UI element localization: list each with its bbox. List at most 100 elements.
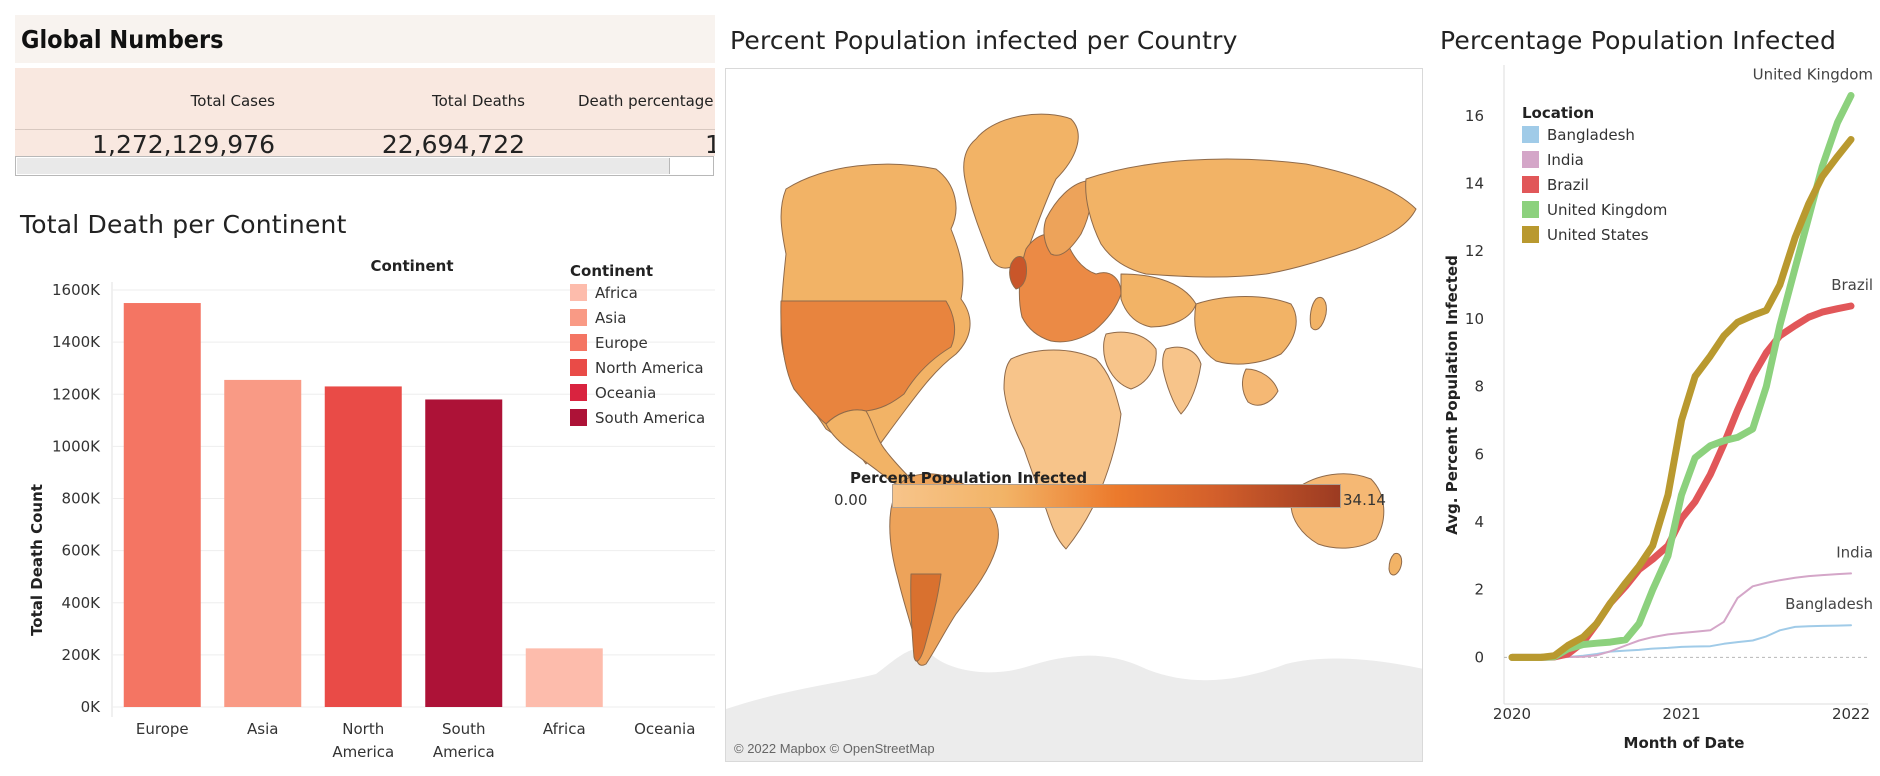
line-y-tick-label: 6 (1474, 445, 1484, 463)
bar-europe[interactable] (123, 303, 201, 707)
series-line-united-states[interactable] (1508, 136, 1855, 661)
legend-swatch (570, 284, 587, 301)
legend-label: United States (1547, 225, 1649, 244)
bar-y-tick-label: 600K (62, 542, 102, 560)
total-deaths-value: 22,694,722 (381, 130, 525, 156)
bar-y-tick-label: 1200K (52, 385, 101, 403)
continent-legend-item[interactable]: Europe (570, 330, 705, 355)
line-y-ticks: 0 2 4 6 8 10 12 14 16 (1465, 107, 1484, 667)
map-title: Percent Population infected per Country (730, 26, 1238, 55)
location-legend-item[interactable]: United Kingdom (1522, 197, 1667, 222)
africa-shape (1003, 349, 1122, 550)
line-chart-xlabel: Month of Date (1624, 734, 1745, 752)
series-line-united-kingdom[interactable] (1508, 92, 1855, 661)
continent-legend: Continent Africa Asia Europe North America O… (570, 262, 705, 430)
continent-legend-item[interactable]: Oceania (570, 380, 705, 405)
new-zealand-shape (1388, 552, 1403, 576)
bar-y-tick-label: 800K (62, 490, 102, 508)
bar-x-tick-label: North (342, 720, 384, 738)
bar-x-ticks: Europe Asia North America South America Africa… (136, 720, 696, 761)
legend-label: Africa (595, 283, 638, 302)
line-x-tick-label: 2021 (1662, 705, 1700, 723)
legend-label: Brazil (1547, 175, 1589, 194)
continent-legend-item[interactable]: South America (570, 405, 705, 430)
global-numbers-title: Global Numbers (21, 25, 224, 54)
series-end-label: United Kingdom (1753, 65, 1873, 83)
line-y-tick-label: 4 (1474, 513, 1484, 531)
legend-swatch (1522, 176, 1539, 193)
series-end-label: Bangladesh (1785, 595, 1873, 613)
line-x-ticks: 2020 2021 2022 (1493, 705, 1870, 723)
total-cases-value: 1,272,129,976 (92, 130, 275, 156)
bar-x-tick-label: America (433, 743, 495, 761)
bar-north-america[interactable] (324, 386, 402, 707)
line-end-labels: Bangladesh India Brazil United Kingdom (1753, 65, 1873, 613)
header-divider (15, 129, 715, 130)
legend-swatch (570, 359, 587, 376)
map-legend-max: 34.14 (1343, 491, 1386, 509)
location-legend-title: Location (1522, 104, 1595, 122)
japan-shape (1309, 296, 1327, 331)
line-chart: Avg. Percent Population Infected Month o… (1443, 65, 1873, 752)
bar-chart: Continent Total Death Count 0K 200K 400K 60… (28, 257, 715, 761)
bar-chart-ylabel: Total Death Count (28, 484, 46, 636)
map-legend-title: Percent Population Infected (850, 469, 1088, 487)
legend-label: South America (595, 408, 706, 427)
map-legend-min: 0.00 (834, 491, 868, 509)
line-chart-ylabel: Avg. Percent Population Infected (1443, 255, 1461, 535)
line-y-tick-label: 14 (1465, 174, 1484, 192)
bar-africa[interactable] (525, 648, 603, 707)
continent-legend-item[interactable]: Asia (570, 305, 705, 330)
series-line-india[interactable] (1511, 572, 1852, 659)
bar-y-tick-label: 1600K (52, 281, 101, 299)
line-y-tick-label: 16 (1465, 107, 1484, 125)
global-numbers-values: 1,272,129,976 22,694,722 1 (15, 130, 715, 156)
bar-x-tick-label: South (442, 720, 486, 738)
horizontal-scrollbar[interactable] (15, 156, 714, 176)
bar-y-tick-label: 1000K (52, 437, 101, 455)
location-legend-item[interactable]: India (1522, 147, 1667, 172)
bar-x-tick-label: America (332, 743, 394, 761)
series-end-label: Brazil (1831, 276, 1873, 294)
usa-shape (780, 300, 956, 425)
continent-legend-item[interactable]: Africa (570, 280, 705, 305)
line-series-group (1508, 92, 1855, 661)
line-x-tick-label: 2022 (1832, 705, 1870, 723)
southeast-asia-shape (1242, 368, 1279, 406)
china-shape (1194, 296, 1297, 365)
legend-label: North America (595, 358, 704, 377)
argentina-shape (910, 573, 942, 662)
scandinavia-shape (1043, 180, 1092, 256)
legend-swatch (570, 309, 587, 326)
bar-chart-title: Total Death per Continent (20, 210, 347, 239)
legend-label: United Kingdom (1547, 200, 1668, 219)
bar-y-tick-label: 400K (62, 594, 102, 612)
line-y-tick-label: 2 (1474, 581, 1484, 599)
death-percentage-value: 1 (705, 130, 715, 156)
continent-legend-title: Continent (570, 262, 654, 280)
scrollbar-thumb[interactable] (17, 158, 670, 174)
location-legend: Location Bangladesh India Brazil United Kin… (1522, 104, 1667, 247)
series-end-label: India (1836, 543, 1873, 561)
legend-swatch (1522, 126, 1539, 143)
world-map[interactable]: Percent Population Infected 0.00 34.14 ©… (725, 68, 1423, 762)
bar-marks (123, 303, 603, 707)
antarctica-shape (726, 648, 1422, 761)
legend-label: Bangladesh (1547, 125, 1635, 144)
continent-legend-item[interactable]: North America (570, 355, 705, 380)
bar-x-tick-label: Asia (247, 720, 278, 738)
bar-south-america[interactable] (425, 399, 503, 707)
map-attribution[interactable]: © 2022 Mapbox © OpenStreetMap (734, 741, 935, 756)
global-numbers-title-bar: Global Numbers (15, 15, 715, 63)
legend-label: Europe (595, 333, 648, 352)
location-legend-item[interactable]: Bangladesh (1522, 122, 1667, 147)
location-legend-item[interactable]: United States (1522, 222, 1667, 247)
line-y-tick-label: 10 (1465, 310, 1484, 328)
bar-x-tick-label: Oceania (634, 720, 695, 738)
bar-y-tick-label: 200K (62, 646, 102, 664)
bar-asia[interactable] (224, 379, 302, 707)
location-legend-item[interactable]: Brazil (1522, 172, 1667, 197)
map-color-ramp (892, 484, 1341, 508)
total-deaths-header: Total Deaths (432, 92, 525, 110)
bar-x-tick-label: Europe (136, 720, 189, 738)
